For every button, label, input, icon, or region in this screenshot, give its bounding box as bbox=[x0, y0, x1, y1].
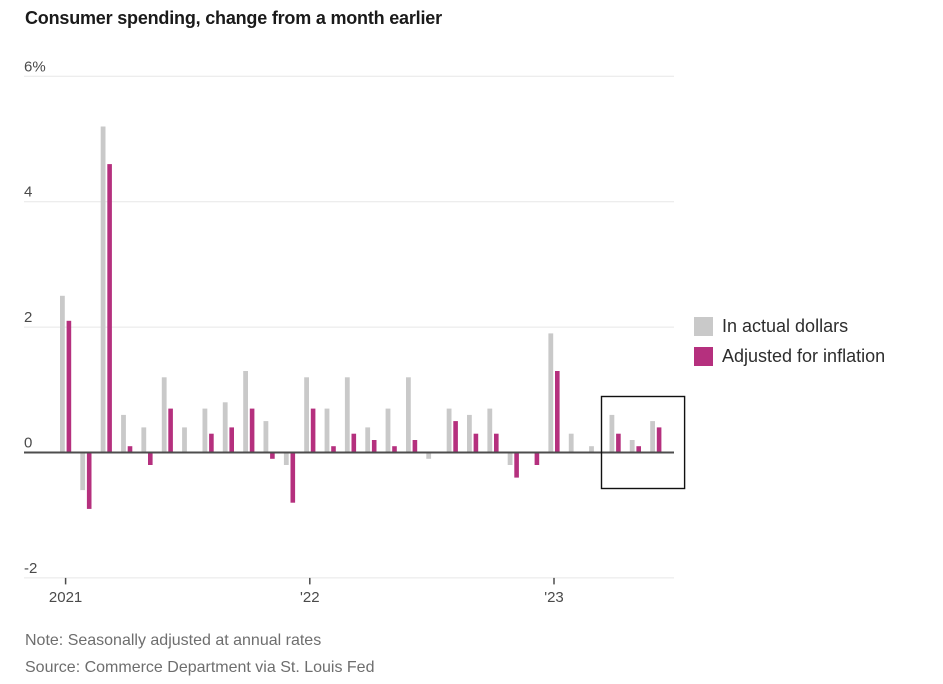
bar-real-jun-2022 bbox=[412, 440, 418, 453]
bar-real-oct-2021 bbox=[249, 408, 255, 453]
bar-nominal-sep-2022 bbox=[467, 414, 472, 453]
bar-nominal-may-2021 bbox=[141, 427, 147, 453]
bar-nominal-feb-2021 bbox=[80, 452, 86, 491]
bar-nominal-aug-2022 bbox=[446, 408, 452, 453]
bar-nominal-jun-2022 bbox=[406, 377, 411, 453]
bar-nominal-apr-2022 bbox=[365, 427, 371, 453]
highlight-box bbox=[600, 395, 686, 490]
bar-real-jan-2021 bbox=[66, 320, 72, 453]
bar-real-sep-2022 bbox=[473, 433, 479, 453]
bar-real-dec-2022 bbox=[534, 452, 540, 465]
bar-nominal-jun-2021 bbox=[161, 377, 167, 453]
bar-real-nov-2021 bbox=[270, 452, 275, 459]
bar-real-jun-2023 bbox=[656, 427, 662, 453]
legend-item-nominal: In actual dollars bbox=[694, 316, 885, 336]
bar-nominal-oct-2022 bbox=[487, 408, 493, 453]
bar-nominal-jan-2021 bbox=[60, 295, 65, 453]
bar-real-apr-2023 bbox=[616, 433, 621, 453]
bar-real-sep-2021 bbox=[229, 427, 234, 453]
y-axis-label-0: 0 bbox=[24, 435, 32, 452]
bar-real-apr-2021 bbox=[127, 446, 133, 453]
bar-nominal-aug-2021 bbox=[202, 408, 208, 453]
bar-nominal-sep-2021 bbox=[222, 402, 228, 453]
bar-nominal-mar-2023 bbox=[589, 446, 594, 453]
bar-nominal-feb-2023 bbox=[568, 433, 574, 453]
bar-nominal-jan-2023 bbox=[548, 333, 554, 453]
bar-nominal-feb-2022 bbox=[324, 408, 330, 453]
y-axis-label-6%: 6% bbox=[24, 58, 46, 75]
legend-swatch-nominal bbox=[694, 317, 713, 336]
bar-nominal-jan-2022 bbox=[304, 377, 309, 453]
bar-nominal-dec-2021 bbox=[283, 452, 289, 465]
bar-real-oct-2022 bbox=[494, 433, 499, 453]
bar-nominal-may-2023 bbox=[629, 440, 635, 453]
bar-nominal-mar-2022 bbox=[344, 377, 350, 453]
bar-nominal-oct-2021 bbox=[243, 371, 248, 453]
bar-real-aug-2022 bbox=[453, 421, 458, 453]
bar-nominal-may-2022 bbox=[385, 408, 391, 453]
bar-nominal-jul-2022 bbox=[426, 452, 432, 459]
y-axis-label-2: 2 bbox=[24, 309, 32, 326]
bar-nominal-nov-2021 bbox=[263, 421, 269, 453]
bar-real-mar-2021 bbox=[107, 164, 112, 453]
legend-swatch-real bbox=[694, 347, 713, 366]
x-axis-label-2021: 2021 bbox=[49, 589, 82, 606]
bar-real-aug-2021 bbox=[209, 433, 214, 453]
bar-nominal-mar-2021 bbox=[100, 126, 106, 453]
bar-real-mar-2022 bbox=[351, 433, 357, 453]
y-axis-label-4: 4 bbox=[24, 184, 32, 201]
x-axis-label-'23: '23 bbox=[544, 589, 564, 606]
bar-real-may-2021 bbox=[148, 452, 153, 465]
source-text: Source: Commerce Department via St. Loui… bbox=[25, 659, 375, 676]
bar-real-may-2022 bbox=[392, 446, 397, 453]
bar-real-nov-2022 bbox=[514, 452, 519, 478]
legend-label-real: Adjusted for inflation bbox=[722, 346, 886, 366]
note-text: Note: Seasonally adjusted at annual rate… bbox=[25, 632, 322, 649]
legend-label-nominal: In actual dollars bbox=[722, 316, 849, 336]
x-axis-label-'22: '22 bbox=[300, 589, 320, 606]
bar-nominal-nov-2022 bbox=[507, 452, 513, 465]
bar-nominal-jun-2023 bbox=[650, 421, 655, 453]
bar-real-may-2023 bbox=[636, 446, 641, 453]
bar-nominal-jul-2021 bbox=[182, 427, 187, 453]
chart-title: Consumer spending, change from a month e… bbox=[25, 8, 442, 28]
bar-real-jan-2022 bbox=[310, 408, 316, 453]
bar-real-feb-2022 bbox=[331, 446, 336, 453]
bar-nominal-apr-2023 bbox=[609, 414, 615, 453]
bar-real-apr-2022 bbox=[371, 440, 377, 453]
y-axis-label--2: -2 bbox=[24, 560, 37, 577]
bar-real-jan-2023 bbox=[555, 371, 560, 453]
bar-real-feb-2021 bbox=[86, 452, 92, 509]
legend-item-real: Adjusted for inflation bbox=[694, 346, 886, 366]
bar-real-jun-2021 bbox=[168, 408, 173, 453]
bar-nominal-apr-2021 bbox=[121, 414, 126, 453]
legend: In actual dollars Adjusted for inflation bbox=[694, 316, 886, 377]
bar-real-dec-2021 bbox=[290, 452, 296, 503]
